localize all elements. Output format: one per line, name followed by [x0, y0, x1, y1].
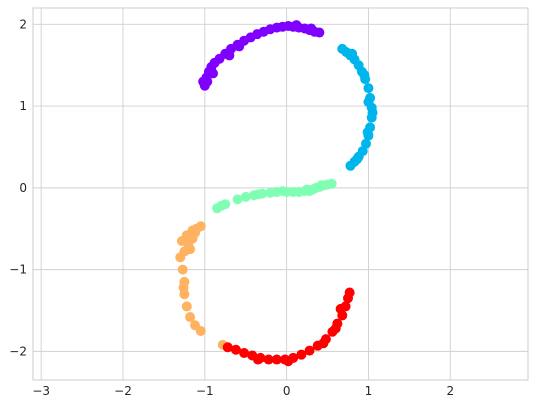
- scatter-point: [271, 354, 282, 365]
- plot-frame: [32, 7, 529, 381]
- scatter-point: [175, 252, 186, 263]
- scatter-point: [222, 342, 233, 353]
- x-tick-label: 0: [283, 384, 291, 398]
- scatter-point: [239, 348, 250, 359]
- scatter-series-4: [175, 221, 228, 350]
- scatter-series-2: [337, 43, 378, 171]
- y-axis-tick-labels: −2 −1 0 1 2: [9, 17, 27, 358]
- scatter-series-1: [198, 20, 325, 91]
- scatter-point: [316, 180, 326, 191]
- scatter-point: [326, 178, 337, 189]
- scatter-point: [181, 301, 192, 312]
- scatter-point: [367, 107, 378, 118]
- y-tick-label: −2: [9, 344, 27, 358]
- scatter-point: [263, 354, 274, 365]
- y-tick-label: −1: [9, 263, 27, 277]
- y-tick-label: 0: [19, 181, 27, 195]
- scatter-point: [195, 325, 206, 336]
- scatter-point: [208, 68, 218, 79]
- y-tick-label: 2: [19, 17, 27, 31]
- x-tick-label: −1: [196, 384, 214, 398]
- scatter-point: [330, 323, 341, 334]
- scatter-point: [185, 312, 196, 323]
- scatter-point: [363, 97, 374, 108]
- x-tick-label: 1: [365, 384, 373, 398]
- scatter-point: [345, 160, 356, 171]
- scatter-point: [363, 83, 374, 94]
- scatter-point: [220, 199, 231, 210]
- x-tick-label: 2: [446, 384, 454, 398]
- scatter-point: [230, 344, 241, 355]
- scatter-series-3: [212, 178, 337, 214]
- data-points: [175, 20, 378, 367]
- scatter-point: [224, 50, 235, 61]
- scatter-point: [335, 303, 346, 314]
- scatter-point: [347, 48, 358, 59]
- scatter-point: [202, 76, 213, 87]
- scatter-point: [240, 191, 251, 202]
- scatter-point: [306, 23, 317, 34]
- scatter-point: [344, 287, 355, 298]
- scatter-point: [283, 356, 294, 367]
- scatter-point: [291, 20, 302, 31]
- scatter-point: [178, 282, 189, 293]
- scatter-point: [352, 154, 362, 165]
- scatter-point: [304, 345, 315, 356]
- x-tick-label: −2: [114, 384, 132, 398]
- x-axis-tick-labels: −3 −2 −1 0 1 2: [32, 384, 454, 398]
- scatter-point: [177, 264, 188, 275]
- scatter-point: [362, 127, 373, 138]
- x-tick-label: −3: [32, 384, 50, 398]
- scatter-point: [314, 27, 325, 38]
- scatter-point: [253, 354, 263, 365]
- scatter-point: [253, 189, 263, 200]
- scatter-point: [232, 194, 243, 205]
- scatter-point: [359, 70, 370, 81]
- scatter-series-5: [222, 287, 355, 367]
- scatter-point: [296, 349, 307, 360]
- scatter-point: [187, 225, 198, 236]
- scatter-point: [234, 41, 245, 52]
- scatter-point: [302, 184, 313, 195]
- scatter-point: [318, 338, 329, 349]
- scatter-point: [277, 186, 288, 197]
- y-tick-label: 1: [19, 99, 27, 113]
- scatter-point: [185, 244, 196, 255]
